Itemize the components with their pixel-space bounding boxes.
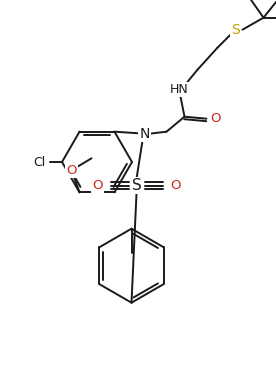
Text: N: N <box>139 127 150 141</box>
Text: O: O <box>170 179 181 192</box>
Text: O: O <box>210 112 221 125</box>
Text: Cl: Cl <box>33 156 45 169</box>
Text: S: S <box>231 23 240 37</box>
Text: O: O <box>66 164 77 177</box>
Text: S: S <box>132 178 141 193</box>
Text: HN: HN <box>170 83 189 96</box>
Text: O: O <box>92 179 103 192</box>
